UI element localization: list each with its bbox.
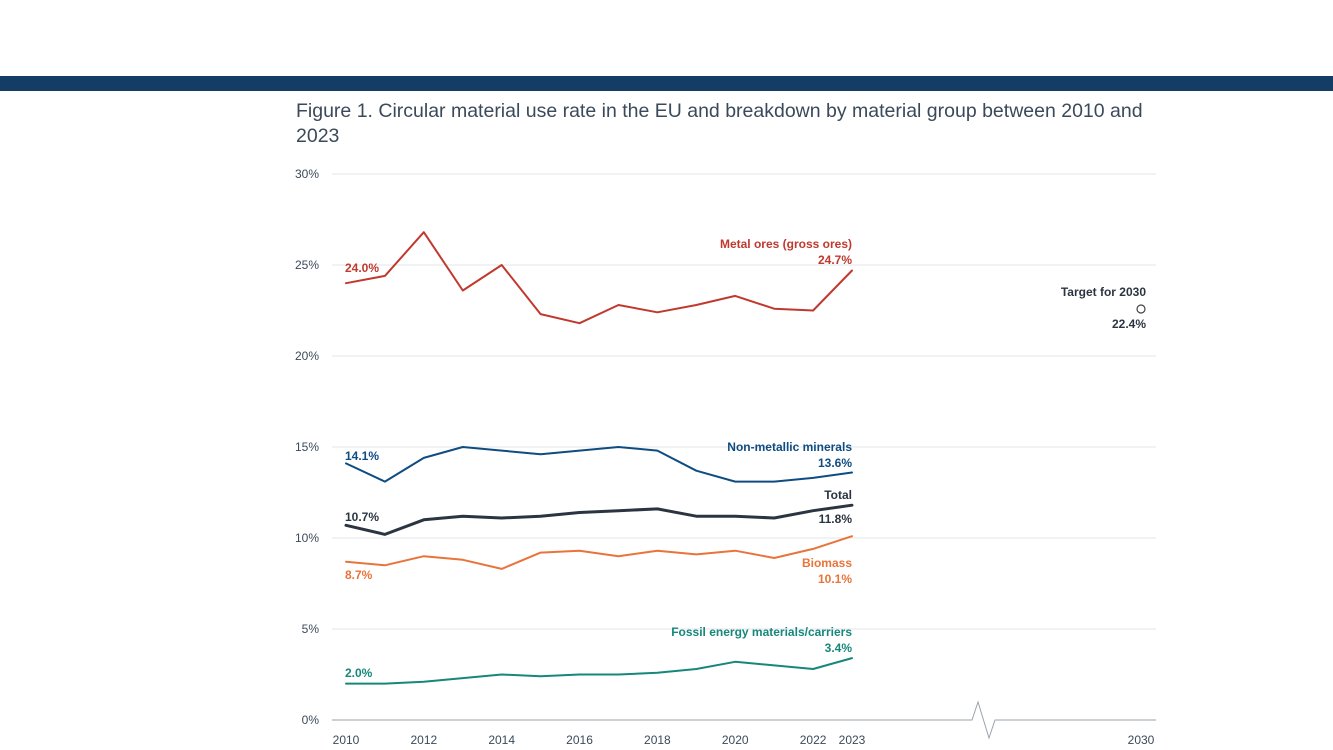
start-value-label: 24.0% — [345, 261, 379, 275]
target-2030: Target for 2030 22.4% — [1061, 285, 1146, 331]
x-axis — [332, 700, 1156, 740]
x-axis-ticks: 2010 2012 2014 2016 2018 2020 2022 2023 2030 — [333, 733, 1155, 747]
series-name-label: Fossil energy materials/carriers — [671, 625, 852, 639]
y-tick-label: 5% — [302, 622, 320, 636]
series-name-label: Non-metallic minerals — [727, 440, 852, 454]
end-value-label: 11.8% — [819, 512, 853, 526]
series-name-label: Metal ores (gross ores) — [720, 237, 852, 251]
start-value-label: 10.7% — [345, 510, 379, 524]
series-line-nonmetal — [345, 446, 853, 483]
figure-title: Figure 1. Circular material use rate in … — [296, 100, 1143, 147]
y-tick-label: 20% — [295, 349, 319, 363]
series-name-label: Total — [824, 488, 852, 502]
x-tick-label: 2023 — [839, 733, 866, 747]
x-tick-label: 2014 — [488, 733, 515, 747]
target-marker — [1136, 304, 1146, 314]
x-tick-label: 2022 — [800, 733, 827, 747]
grid-lines — [332, 173, 1156, 630]
target-label: Target for 2030 — [1061, 285, 1146, 299]
y-tick-label: 10% — [295, 531, 319, 545]
series-line-fossil — [345, 657, 853, 685]
end-value-label: 24.7% — [818, 253, 852, 267]
target-value-label: 22.4% — [1112, 317, 1146, 331]
series-labels: 24.0% Metal ores (gross ores) 24.7% 14.1% No… — [345, 237, 852, 680]
y-axis-ticks: 0% 5% 10% 15% 20% 25% 30% — [295, 167, 319, 727]
header-band — [0, 76, 1333, 91]
start-value-label: 8.7% — [345, 568, 373, 582]
series-line-biomass — [345, 535, 853, 570]
y-tick-label: 25% — [295, 258, 319, 272]
y-tick-label: 0% — [302, 713, 320, 727]
end-value-label: 13.6% — [818, 456, 852, 470]
y-tick-label: 15% — [295, 440, 319, 454]
x-tick-label: 2020 — [722, 733, 749, 747]
series-line-total — [344, 503, 854, 536]
series-name-label: Biomass — [802, 556, 852, 570]
x-tick-label: 2010 — [333, 733, 360, 747]
end-value-label: 3.4% — [825, 641, 853, 655]
end-value-label: 10.1% — [818, 572, 852, 586]
x-tick-label: 2018 — [644, 733, 671, 747]
x-tick-label: 2012 — [410, 733, 437, 747]
start-value-label: 2.0% — [345, 666, 373, 680]
y-tick-label: 30% — [295, 167, 319, 181]
series-line-metal — [345, 231, 853, 325]
series-lines — [344, 231, 854, 685]
x-axis-line — [332, 700, 1156, 740]
x-tick-label: 2016 — [566, 733, 593, 747]
x-tick-label: 2030 — [1128, 733, 1155, 747]
start-value-label: 14.1% — [345, 449, 379, 463]
